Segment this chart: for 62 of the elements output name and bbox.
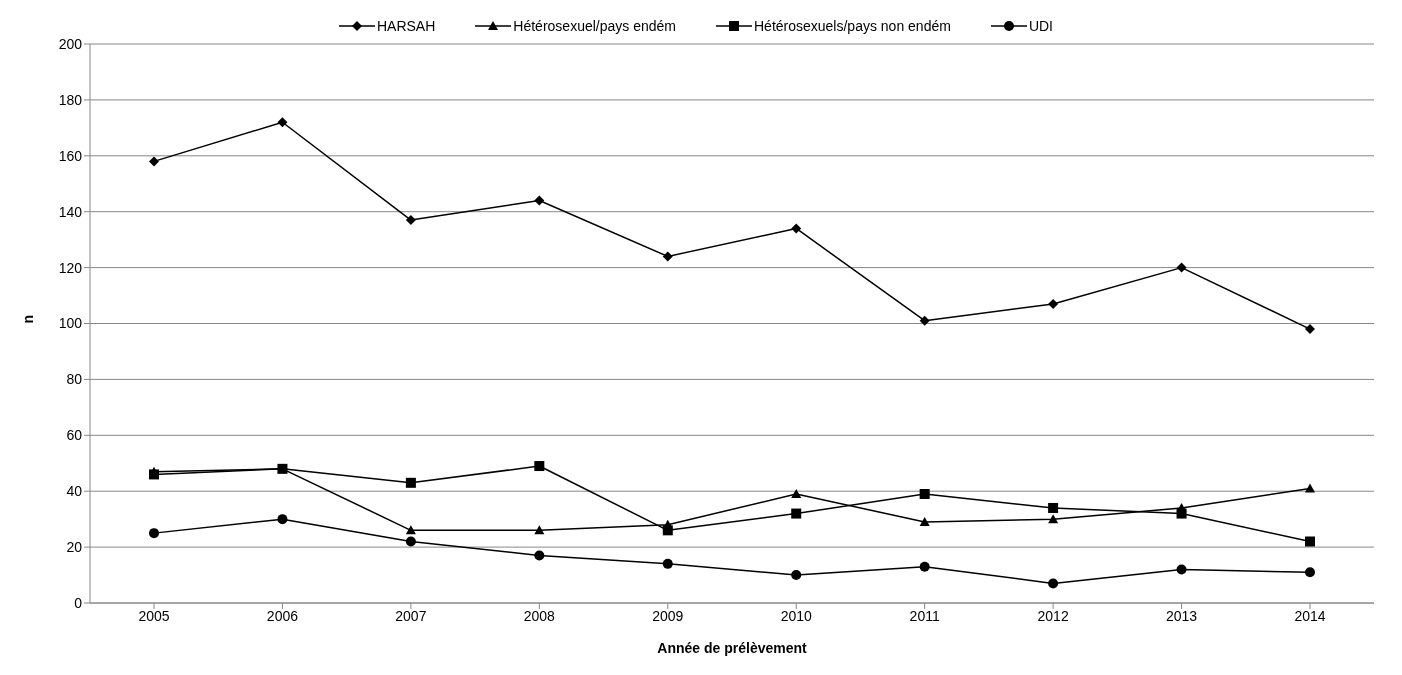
point [1176, 262, 1187, 273]
y-tick-label: 140 [58, 203, 83, 220]
legend-label: Hétérosexuels/pays non endém [753, 18, 951, 34]
y-tick-label: 80 [66, 371, 83, 388]
point [149, 156, 159, 167]
point [534, 550, 545, 561]
x-tick-label: 2008 [523, 607, 556, 624]
point [662, 525, 673, 536]
y-tick-label: 20 [66, 539, 83, 556]
x-tick-label: 2012 [1037, 607, 1069, 624]
y-tick-label: 60 [66, 427, 83, 444]
y-tick-label: 180 [58, 91, 83, 108]
point [662, 558, 673, 569]
y-tick-label: 100 [58, 315, 83, 332]
point [791, 508, 802, 519]
y-tick-label: 40 [66, 483, 83, 500]
point [149, 528, 159, 539]
x-tick-label: 2013 [1165, 607, 1198, 624]
point [405, 477, 416, 488]
x-tick-label: 2006 [266, 607, 299, 624]
point [919, 516, 930, 526]
x-tick-label: 2009 [652, 607, 684, 624]
y-tick-label: 0 [74, 594, 83, 611]
point [405, 525, 416, 535]
point [1048, 298, 1059, 309]
point [1048, 578, 1059, 589]
point [791, 570, 802, 581]
point [1305, 536, 1315, 547]
legend-label: UDI [1027, 18, 1054, 34]
legend-label: HARSAH [375, 18, 436, 34]
point [791, 223, 802, 234]
y-tick-label: 160 [58, 147, 83, 164]
point [1048, 502, 1059, 513]
x-tick-label: 2005 [138, 607, 170, 624]
point [919, 315, 930, 326]
point [534, 525, 545, 535]
point [662, 251, 673, 262]
point [1305, 567, 1315, 578]
y-tick-label: 200 [58, 35, 83, 52]
point [277, 117, 288, 128]
point [534, 195, 545, 206]
point [277, 514, 288, 525]
x-tick-label: 2010 [780, 607, 812, 624]
point [534, 461, 545, 472]
point [405, 536, 416, 547]
point [1305, 483, 1315, 493]
point [1048, 514, 1059, 524]
point [1176, 508, 1187, 519]
y-tick-label: 120 [58, 259, 83, 276]
point [919, 561, 930, 572]
point [919, 489, 930, 499]
x-tick-label: 2011 [909, 607, 940, 624]
x-tick-label: 2007 [395, 607, 427, 624]
x-axis-title: Année de prélèvement [657, 640, 808, 656]
y-axis-title: n [19, 314, 36, 324]
point [149, 469, 159, 480]
point [405, 215, 416, 226]
point [791, 488, 802, 498]
point [1176, 564, 1187, 575]
point [1305, 324, 1315, 335]
legend-label: Hétérosexuel/pays endém [512, 18, 676, 34]
x-tick-label: 2014 [1294, 607, 1326, 624]
